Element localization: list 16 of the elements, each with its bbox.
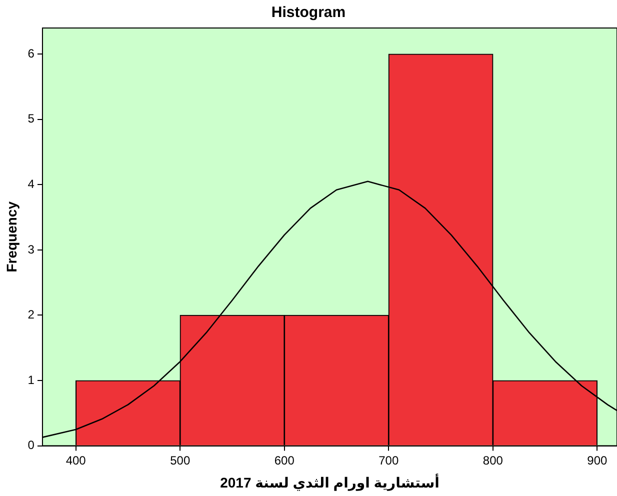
- y-tick-label: 2: [28, 308, 35, 322]
- y-axis-title: Frequency: [3, 201, 20, 272]
- y-tick-label: 0: [28, 438, 35, 452]
- y-tick-label: 5: [28, 112, 35, 126]
- y-tick-label: 3: [28, 242, 35, 256]
- x-tick-label: 400: [66, 453, 86, 468]
- y-tick-label: 4: [28, 176, 35, 191]
- x-axis-title: أستشارية اورام الثدي لسنة 2017: [220, 473, 440, 492]
- x-tick-label: 800: [482, 453, 504, 468]
- chart-title: Histogram: [271, 4, 346, 22]
- x-tick-label: 900: [587, 453, 608, 468]
- x-tick-label: 500: [170, 453, 190, 468]
- y-tick-label: 1: [28, 372, 35, 387]
- x-tick-label: 600: [274, 453, 295, 468]
- y-tick-label: 6: [28, 46, 35, 60]
- x-tick-label: 700: [378, 453, 399, 468]
